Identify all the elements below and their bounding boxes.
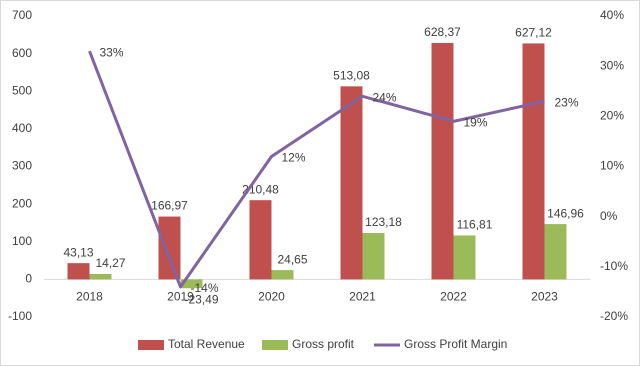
bar <box>89 274 112 280</box>
data-label: 116,81 <box>457 218 493 232</box>
line-label: 23% <box>555 95 579 109</box>
bar <box>522 43 545 280</box>
legend-swatch <box>262 340 288 350</box>
legend-label: Total Revenue <box>168 337 245 351</box>
y2-tick-label: -20% <box>600 309 628 323</box>
y-tick-label: 100 <box>12 234 32 248</box>
data-label: 628,37 <box>424 25 461 39</box>
line-label: 12% <box>282 151 306 165</box>
bar <box>271 270 294 280</box>
legend-label: Gross Profit Margin <box>404 337 507 351</box>
bar <box>67 263 90 280</box>
y-tick-label: 400 <box>12 121 32 135</box>
line-label: 33% <box>100 45 124 59</box>
bar <box>453 235 476 280</box>
y2-tick-label: 30% <box>600 58 624 72</box>
x-tick-label: 2018 <box>76 290 103 304</box>
data-label: 146,96 <box>547 206 584 220</box>
y-tick-label: 600 <box>12 46 32 60</box>
bar <box>431 42 454 280</box>
bar <box>158 216 181 280</box>
data-label: 24,65 <box>277 252 307 266</box>
y-tick-label: 500 <box>12 83 32 97</box>
y2-tick-label: 20% <box>600 109 624 123</box>
y2-tick-label: 0% <box>600 209 618 223</box>
x-tick-label: 2019 <box>167 290 194 304</box>
y-tick-label: 0 <box>25 272 32 286</box>
line-label: 24% <box>373 90 397 104</box>
bar <box>180 279 203 289</box>
legend-swatch <box>138 340 164 350</box>
line-label: -14% <box>191 281 219 295</box>
y2-tick-label: 10% <box>600 159 624 173</box>
line-label: 19% <box>464 116 488 130</box>
data-label: 43,13 <box>63 245 93 259</box>
bar <box>362 233 385 280</box>
data-label: 166,97 <box>151 199 188 213</box>
bar <box>249 200 272 280</box>
y-tick-label: 700 <box>12 8 32 22</box>
x-tick-label: 2022 <box>440 290 467 304</box>
y-tick-label: 200 <box>12 196 32 210</box>
data-label: 627,12 <box>515 26 552 40</box>
x-tick-label: 2023 <box>531 290 558 304</box>
bar <box>340 86 363 280</box>
data-label: 513,08 <box>333 69 370 83</box>
y-tick-label: -100 <box>8 309 32 323</box>
y-tick-label: 300 <box>12 159 32 173</box>
bar <box>544 224 567 280</box>
y2-tick-label: -10% <box>600 259 628 273</box>
data-label: 123,18 <box>365 215 402 229</box>
line <box>88 50 545 289</box>
y2-tick-label: 40% <box>600 8 624 22</box>
x-tick-label: 2020 <box>258 290 285 304</box>
data-label: -23,49 <box>184 292 218 306</box>
data-label: 14,27 <box>95 256 125 270</box>
x-tick-label: 2021 <box>349 290 376 304</box>
legend-label: Gross profit <box>292 337 355 351</box>
